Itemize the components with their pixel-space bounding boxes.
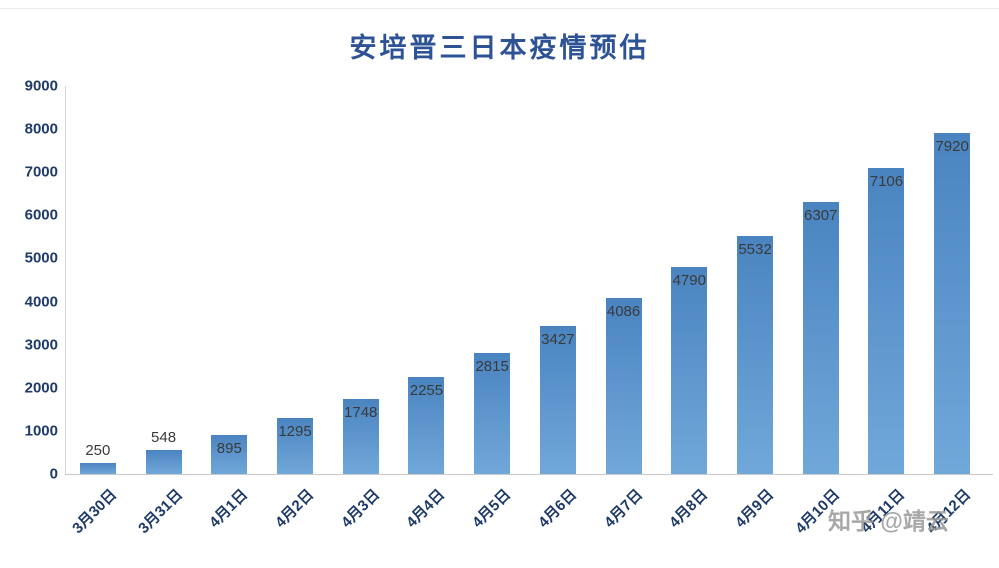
bar-value-label: 2815 — [475, 357, 509, 375]
y-tick-label: 7000 — [24, 163, 58, 181]
bar — [802, 202, 839, 474]
top-divider — [0, 8, 999, 9]
bar-value-label: 250 — [85, 442, 111, 460]
bar-value-label: 4086 — [606, 302, 641, 320]
y-tick-label: 8000 — [24, 120, 58, 138]
bar-value-label: 7920 — [935, 137, 969, 155]
y-tick-label: 9000 — [24, 77, 58, 95]
bar-value-label: 5532 — [738, 240, 772, 258]
bar-value-label: 4790 — [672, 272, 706, 290]
y-tick-label: 6000 — [24, 206, 58, 224]
y-tick-label: 0 — [49, 465, 58, 483]
x-tick-label: 4月5日 — [469, 486, 515, 532]
bar — [145, 450, 182, 474]
bar-value-label: 1295 — [278, 423, 312, 441]
y-tick-label: 1000 — [24, 422, 58, 440]
x-tick-label: 4月7日 — [600, 486, 646, 532]
bar-value-label: 6307 — [804, 207, 838, 225]
x-tick-label: 4月9日 — [732, 486, 778, 532]
bar — [277, 418, 313, 474]
bar — [671, 267, 708, 474]
x-tick-label: 4月4日 — [403, 486, 449, 532]
bar — [934, 132, 971, 474]
x-tick-label: 4月1日 — [206, 486, 252, 532]
x-tick-label: 3月30日 — [69, 486, 120, 538]
bar-value-label: 548 — [151, 429, 177, 447]
x-tick-label: 4月2日 — [272, 486, 318, 532]
x-tick-label: 4月6日 — [534, 486, 580, 532]
y-tick-label: 3000 — [24, 336, 58, 354]
y-axis-line — [65, 86, 66, 475]
y-tick-label: 5000 — [24, 249, 58, 267]
bar — [342, 398, 379, 474]
y-tick-label: 2000 — [24, 379, 58, 397]
bar — [408, 376, 445, 474]
bar-value-label: 2255 — [409, 381, 444, 399]
x-tick-label: 4月3日 — [337, 486, 383, 532]
bar-value-label: 895 — [216, 440, 242, 458]
bar — [737, 235, 773, 474]
bar-value-label: 1748 — [344, 403, 378, 421]
chart-title: 安培晋三日本疫情预估 — [349, 33, 650, 64]
y-tick-label: 4000 — [24, 293, 58, 311]
bar-value-label: 7106 — [869, 172, 904, 190]
x-tick-label: 3月31日 — [134, 486, 186, 538]
x-tick-label: 4月8日 — [666, 486, 712, 532]
bar — [211, 435, 248, 474]
bar — [474, 352, 511, 474]
x-axis-line — [65, 474, 993, 475]
bar-value-label: 3427 — [541, 331, 575, 349]
bar — [79, 463, 116, 474]
bar — [605, 297, 642, 474]
watermark: 知乎 @靖云 — [828, 508, 949, 534]
bar — [868, 167, 905, 474]
bar — [539, 326, 576, 474]
